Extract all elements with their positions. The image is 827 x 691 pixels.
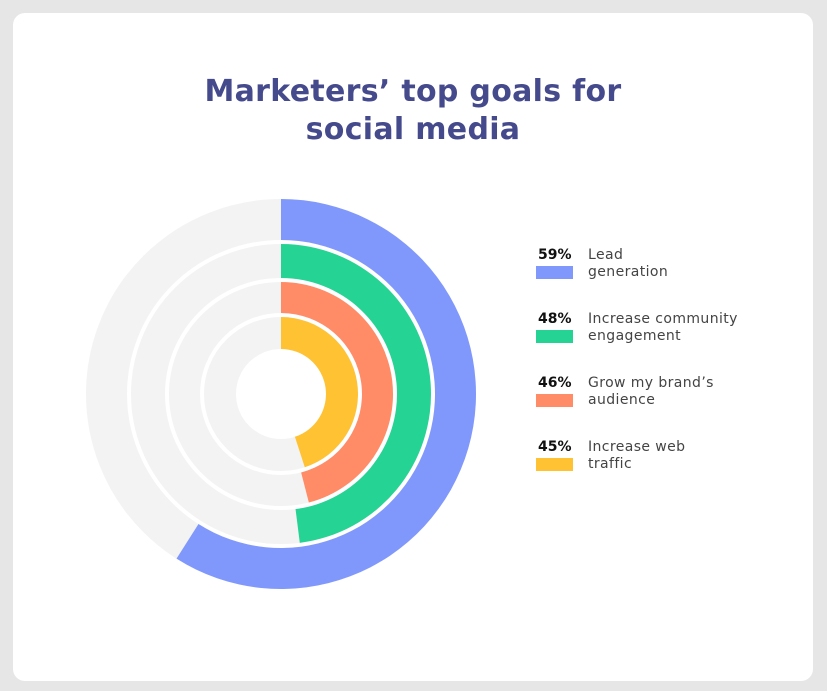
legend-value: 46% bbox=[538, 375, 572, 391]
legend-swatch bbox=[536, 394, 573, 407]
legend-label-line: traffic bbox=[588, 456, 633, 472]
ring-bar-4 bbox=[281, 317, 358, 468]
legend-value: 45% bbox=[538, 439, 572, 455]
legend-value: 48% bbox=[538, 311, 572, 327]
legend-label-line: Increase web bbox=[588, 439, 686, 455]
legend-item-community-engagement: 48% Increase community engagement bbox=[536, 310, 806, 374]
legend-label-line: Grow my brand’s bbox=[588, 375, 714, 391]
legend-value: 59% bbox=[538, 247, 572, 263]
ring-bar-3 bbox=[281, 282, 394, 503]
chart-title-line-1: Marketers’ top goals for bbox=[204, 74, 622, 109]
chart-title: Marketers’ top goals for social media bbox=[13, 73, 813, 149]
legend-label: Lead generation bbox=[588, 247, 788, 281]
legend-swatch bbox=[536, 458, 573, 471]
legend-label-line: generation bbox=[588, 264, 669, 280]
legend-item-brand-audience: 46% Grow my brand’s audience bbox=[536, 374, 806, 438]
chart-card: Marketers’ top goals for social media 59… bbox=[13, 13, 813, 681]
ring-bar-1 bbox=[176, 199, 476, 589]
legend-label-line: engagement bbox=[588, 328, 682, 344]
legend-label-line: Increase community bbox=[588, 311, 738, 327]
legend-swatch bbox=[536, 330, 573, 343]
legend-label-line: Lead bbox=[588, 247, 624, 263]
legend-label: Grow my brand’s audience bbox=[588, 375, 788, 409]
legend-swatch bbox=[536, 266, 573, 279]
legend-label: Increase community engagement bbox=[588, 311, 788, 345]
ring-bar-2 bbox=[281, 244, 432, 543]
legend-label: Increase web traffic bbox=[588, 439, 788, 473]
legend-item-web-traffic: 45% Increase web traffic bbox=[536, 438, 806, 502]
legend-item-lead-generation: 59% Lead generation bbox=[536, 246, 806, 310]
chart-title-line-2: social media bbox=[305, 112, 521, 147]
radial-bar-chart bbox=[86, 199, 476, 589]
legend-label-line: audience bbox=[588, 392, 656, 408]
legend: 59% Lead generation 48% Increase communi… bbox=[536, 246, 806, 502]
